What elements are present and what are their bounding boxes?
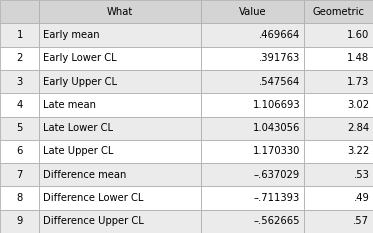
Text: Late mean: Late mean bbox=[43, 100, 96, 110]
Bar bbox=[39, 47, 201, 70]
Bar bbox=[304, 186, 373, 210]
Bar bbox=[39, 140, 201, 163]
Bar bbox=[39, 116, 201, 140]
Text: .49: .49 bbox=[353, 193, 369, 203]
Text: Difference mean: Difference mean bbox=[43, 170, 126, 180]
Text: Late Lower CL: Late Lower CL bbox=[43, 123, 113, 133]
Text: Difference Upper CL: Difference Upper CL bbox=[43, 216, 144, 226]
Text: 2.84: 2.84 bbox=[347, 123, 369, 133]
Text: –.562665: –.562665 bbox=[254, 216, 300, 226]
Bar bbox=[201, 93, 304, 116]
Bar bbox=[201, 210, 304, 233]
Text: .57: .57 bbox=[353, 216, 369, 226]
Text: 1: 1 bbox=[16, 30, 23, 40]
Text: 6: 6 bbox=[16, 147, 23, 156]
Bar bbox=[39, 93, 201, 116]
Text: Early Upper CL: Early Upper CL bbox=[43, 77, 117, 86]
Text: 3: 3 bbox=[16, 77, 23, 86]
Text: Early mean: Early mean bbox=[43, 30, 100, 40]
Bar bbox=[201, 140, 304, 163]
Bar bbox=[39, 163, 201, 186]
Bar bbox=[201, 116, 304, 140]
Text: –.637029: –.637029 bbox=[254, 170, 300, 180]
Bar bbox=[304, 210, 373, 233]
Text: Value: Value bbox=[239, 7, 267, 17]
Bar bbox=[201, 47, 304, 70]
Text: 5: 5 bbox=[16, 123, 23, 133]
Bar bbox=[0, 163, 39, 186]
Text: 4: 4 bbox=[16, 100, 23, 110]
Text: 1.043056: 1.043056 bbox=[253, 123, 300, 133]
Text: .53: .53 bbox=[353, 170, 369, 180]
Bar bbox=[304, 47, 373, 70]
Bar bbox=[0, 116, 39, 140]
Text: What: What bbox=[107, 7, 134, 17]
Bar bbox=[39, 70, 201, 93]
Bar bbox=[201, 163, 304, 186]
Text: .547564: .547564 bbox=[259, 77, 300, 86]
Text: 3.22: 3.22 bbox=[347, 147, 369, 156]
Bar bbox=[0, 186, 39, 210]
Text: 1.73: 1.73 bbox=[347, 77, 369, 86]
Text: Geometric: Geometric bbox=[313, 7, 364, 17]
Text: 1.48: 1.48 bbox=[347, 53, 369, 63]
Bar bbox=[0, 140, 39, 163]
Bar bbox=[39, 23, 201, 47]
Text: 9: 9 bbox=[16, 216, 23, 226]
Text: .391763: .391763 bbox=[259, 53, 300, 63]
Bar bbox=[0, 70, 39, 93]
Bar bbox=[201, 186, 304, 210]
Bar bbox=[0, 23, 39, 47]
Text: Late Upper CL: Late Upper CL bbox=[43, 147, 113, 156]
Bar bbox=[304, 116, 373, 140]
Text: 2: 2 bbox=[16, 53, 23, 63]
Bar bbox=[0, 47, 39, 70]
Bar bbox=[39, 210, 201, 233]
Bar bbox=[0, 93, 39, 116]
Text: 3.02: 3.02 bbox=[347, 100, 369, 110]
Bar bbox=[201, 70, 304, 93]
Bar bbox=[0, 210, 39, 233]
Text: 8: 8 bbox=[16, 193, 23, 203]
Text: 1.106693: 1.106693 bbox=[253, 100, 300, 110]
Bar bbox=[304, 93, 373, 116]
Bar bbox=[304, 0, 373, 23]
Bar bbox=[304, 23, 373, 47]
Text: Difference Lower CL: Difference Lower CL bbox=[43, 193, 143, 203]
Text: 1.60: 1.60 bbox=[347, 30, 369, 40]
Bar bbox=[201, 23, 304, 47]
Text: –.711393: –.711393 bbox=[254, 193, 300, 203]
Text: 7: 7 bbox=[16, 170, 23, 180]
Bar bbox=[304, 163, 373, 186]
Text: .469664: .469664 bbox=[259, 30, 300, 40]
Bar bbox=[304, 70, 373, 93]
Bar bbox=[304, 140, 373, 163]
Bar bbox=[39, 186, 201, 210]
Bar bbox=[0, 0, 39, 23]
Bar bbox=[201, 0, 304, 23]
Text: 1.170330: 1.170330 bbox=[253, 147, 300, 156]
Text: Early Lower CL: Early Lower CL bbox=[43, 53, 116, 63]
Bar bbox=[39, 0, 201, 23]
